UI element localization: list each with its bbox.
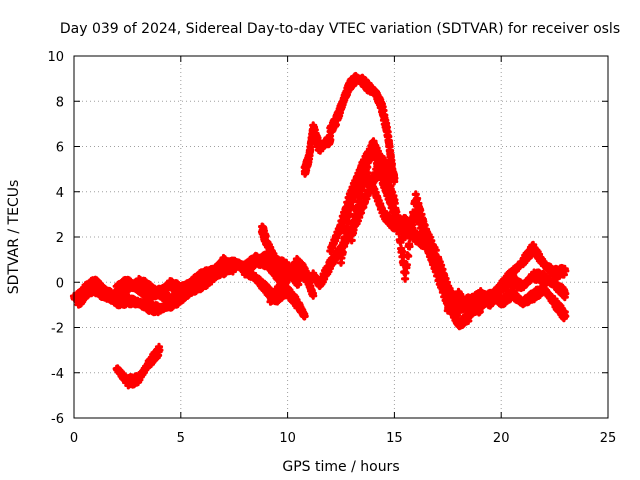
series-track-9 [300, 121, 335, 178]
axis-ticks: 0 5 10 15 20 25 -6 -4 -2 0 2 4 6 8 10 [47, 50, 616, 446]
x-tick-label: 0 [70, 431, 78, 446]
series-track-13 [347, 137, 484, 317]
data-series [69, 71, 570, 390]
y-tick-label: 2 [56, 231, 64, 246]
x-axis-label: GPS time / hours [282, 459, 399, 475]
series-track-10 [326, 71, 397, 174]
series-track-4 [112, 342, 164, 390]
series-track-6 [257, 222, 292, 274]
y-axis-label: SDTVAR / TECUs [6, 180, 22, 295]
y-tick-label: 6 [56, 141, 64, 156]
y-tick-label: 0 [56, 276, 64, 291]
y-tick-label: 8 [56, 95, 64, 110]
x-tick-label: 5 [177, 431, 185, 446]
series-track-7 [266, 254, 318, 306]
y-tick-label: -2 [51, 322, 64, 337]
x-tick-label: 10 [279, 431, 296, 446]
chart-title: Day 039 of 2024, Sidereal Day-to-day VTE… [60, 21, 620, 37]
y-tick-label: -6 [51, 412, 64, 427]
y-tick-label: -4 [51, 367, 64, 382]
y-tick-label: 4 [56, 186, 64, 201]
y-tick-label: 10 [47, 50, 64, 65]
series-track-16 [475, 282, 570, 323]
x-tick-label: 15 [386, 431, 403, 446]
series-track-2 [74, 251, 303, 317]
x-tick-label: 20 [493, 431, 510, 446]
x-tick-label: 25 [600, 431, 617, 446]
series-track-3 [112, 253, 239, 304]
